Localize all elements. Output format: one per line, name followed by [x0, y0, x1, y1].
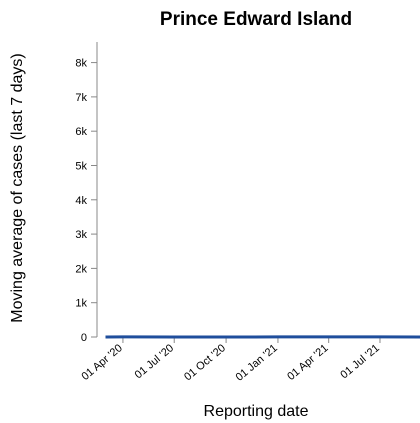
x-axis: 01 Apr '20 01 Jul '20 01 Oct '20 01 Jan '21…: [79, 337, 382, 384]
y-tick-label: 6k: [75, 126, 87, 138]
y-tick-label: 5k: [75, 160, 87, 172]
x-tick-label: 01 Oct '20: [182, 342, 228, 383]
y-tick-label: 2k: [75, 263, 87, 275]
y-tick-label: 7k: [75, 92, 87, 104]
y-axis: 0 1k 2k 3k 4k 5k 6k 7k 8k: [75, 58, 97, 344]
x-tick-label: 01 Apr '21: [285, 342, 330, 383]
x-tick-label: 01 Jul '21: [338, 342, 382, 381]
x-tick-label: 01 Jan '21: [234, 342, 280, 384]
y-tick-label: 0: [81, 332, 87, 344]
chart-title: Prince Edward Island: [160, 9, 352, 30]
y-tick-label: 1k: [75, 298, 87, 310]
y-tick-label: 4k: [75, 195, 87, 207]
x-tick-label: 01 Apr '20: [79, 342, 124, 383]
x-axis-label: Reporting date: [204, 403, 309, 420]
y-tick-label: 8k: [75, 58, 87, 70]
y-tick-label: 3k: [75, 229, 87, 241]
x-tick-label: 01 Jul '20: [133, 342, 177, 381]
y-axis-label: Moving average of cases (last 7 days): [9, 53, 26, 322]
